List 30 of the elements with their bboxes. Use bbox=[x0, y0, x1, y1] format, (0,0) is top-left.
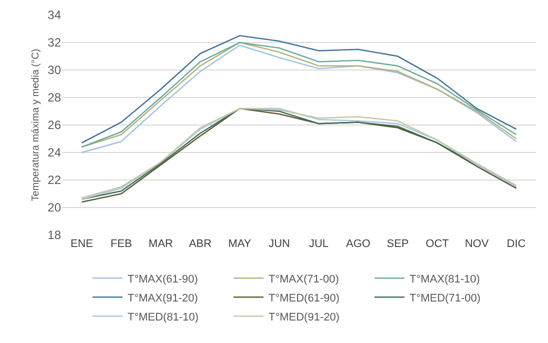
legend-label: T°MED(71-00) bbox=[410, 292, 481, 304]
y-tick-label: 18 bbox=[48, 228, 62, 242]
y-tick-label: 24 bbox=[48, 146, 62, 160]
y-axis-title: Temperatura máxima y media (°C) bbox=[30, 48, 42, 202]
x-tick-label: ENE bbox=[70, 238, 94, 250]
y-tick-label: 32 bbox=[48, 36, 62, 50]
y-tick-label: 34 bbox=[48, 8, 62, 22]
x-tick-label: SEP bbox=[386, 238, 409, 250]
y-tick-label: 22 bbox=[48, 173, 62, 188]
legend-label: T°MED(61-90) bbox=[268, 292, 340, 304]
x-tick-label: MAY bbox=[228, 238, 252, 250]
y-tick-label: 20 bbox=[48, 200, 62, 215]
y-tick-label: 26 bbox=[48, 118, 62, 132]
x-tick-label: DIC bbox=[506, 238, 526, 250]
x-tick-label: ABR bbox=[188, 238, 212, 250]
x-tick-label: JUL bbox=[308, 238, 329, 250]
x-tick-label: JUN bbox=[268, 238, 290, 250]
x-tick-label: MAR bbox=[148, 238, 174, 250]
x-tick-label: FEB bbox=[110, 238, 132, 250]
legend-label: T°MAX(81-10) bbox=[410, 273, 480, 286]
x-tick-label: NOV bbox=[464, 238, 490, 250]
legend-label: T°MAX(91-20) bbox=[128, 292, 198, 304]
legend-label: T°MAX(61-90) bbox=[128, 273, 198, 286]
y-tick-label: 28 bbox=[48, 90, 62, 105]
legend-label: T°MAX(71-00) bbox=[268, 273, 339, 286]
x-tick-label: AGO bbox=[346, 238, 371, 250]
x-tick-label: OCT bbox=[426, 238, 450, 250]
legend-label: T°MED(81-10) bbox=[128, 311, 199, 324]
y-tick-label: 30 bbox=[48, 63, 62, 78]
legend-label: T°MED(91-20) bbox=[268, 311, 340, 324]
